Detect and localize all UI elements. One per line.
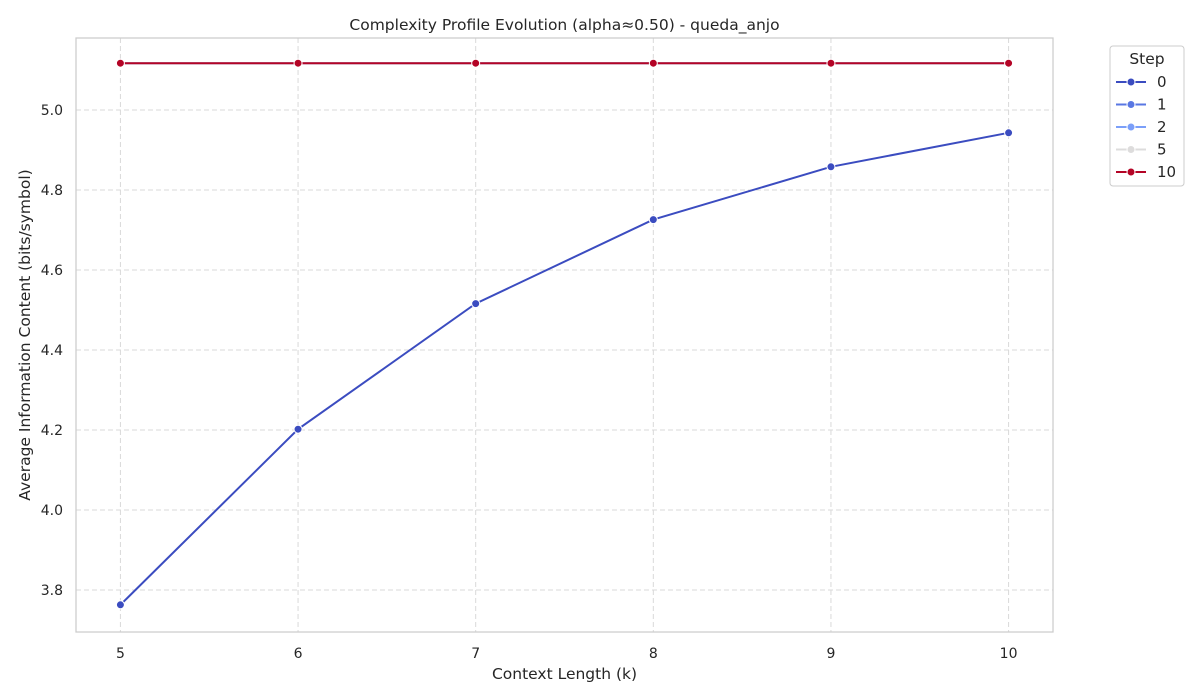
y-axis-label: Average Information Content (bits/symbol…	[16, 169, 34, 500]
legend-marker	[1126, 77, 1136, 87]
x-tick-label: 6	[294, 646, 303, 662]
chart-title: Complexity Profile Evolution (alpha≈0.50…	[349, 16, 779, 35]
grid	[76, 38, 1053, 632]
legend-label: 5	[1157, 141, 1167, 159]
legend-label: 1	[1157, 96, 1167, 114]
series-lines	[115, 58, 1014, 610]
legend-marker	[1126, 100, 1136, 109]
y-tick-label: 4.8	[41, 183, 63, 199]
legend-marker	[1126, 167, 1136, 177]
x-tick-label: 8	[649, 646, 658, 662]
data-point	[1004, 128, 1014, 138]
x-tick-label: 5	[116, 646, 125, 662]
legend-marker	[1126, 145, 1136, 154]
legend-items: 0 1 2 5 10	[1116, 73, 1176, 181]
data-point	[471, 299, 481, 309]
x-tick-label: 10	[1000, 646, 1018, 662]
series-0	[115, 128, 1014, 610]
x-axis-label: Context Length (k)	[492, 665, 637, 683]
legend: Step 0 1 2 5 10	[1109, 45, 1185, 187]
series-10	[115, 58, 1014, 68]
data-point	[648, 58, 658, 68]
y-tick-label: 4.4	[41, 343, 63, 359]
legend-item: 5	[1116, 141, 1167, 159]
legend-item: 2	[1116, 118, 1167, 136]
data-point	[115, 58, 125, 68]
data-point	[648, 215, 658, 225]
legend-label: 2	[1157, 118, 1167, 136]
legend-label: 10	[1157, 163, 1176, 181]
x-tick-label: 9	[826, 646, 835, 662]
data-point	[1004, 58, 1014, 68]
data-point	[293, 424, 303, 434]
y-tick-label: 3.8	[41, 583, 63, 599]
legend-title: Step	[1129, 50, 1164, 68]
data-point	[826, 58, 836, 68]
x-tick-label: 7	[471, 646, 480, 662]
y-tick-label: 5.0	[41, 103, 63, 119]
legend-label: 0	[1157, 73, 1167, 91]
tick-labels: 5 6 7 8 9 10 3.8 4.0 4.2 4.4 4.6 4.8 5.0	[41, 103, 1018, 662]
data-point	[826, 162, 836, 172]
legend-item: 10	[1116, 163, 1176, 181]
y-tick-label: 4.0	[41, 503, 63, 519]
legend-item: 0	[1116, 73, 1167, 91]
plot-frame	[75, 37, 1054, 633]
data-point	[293, 58, 303, 68]
y-tick-label: 4.2	[41, 423, 63, 439]
series-line	[119, 131, 1009, 606]
y-tick-label: 4.6	[41, 263, 63, 279]
data-point	[115, 600, 125, 610]
data-point	[471, 58, 481, 68]
legend-marker	[1126, 122, 1136, 132]
legend-item: 1	[1116, 96, 1167, 114]
